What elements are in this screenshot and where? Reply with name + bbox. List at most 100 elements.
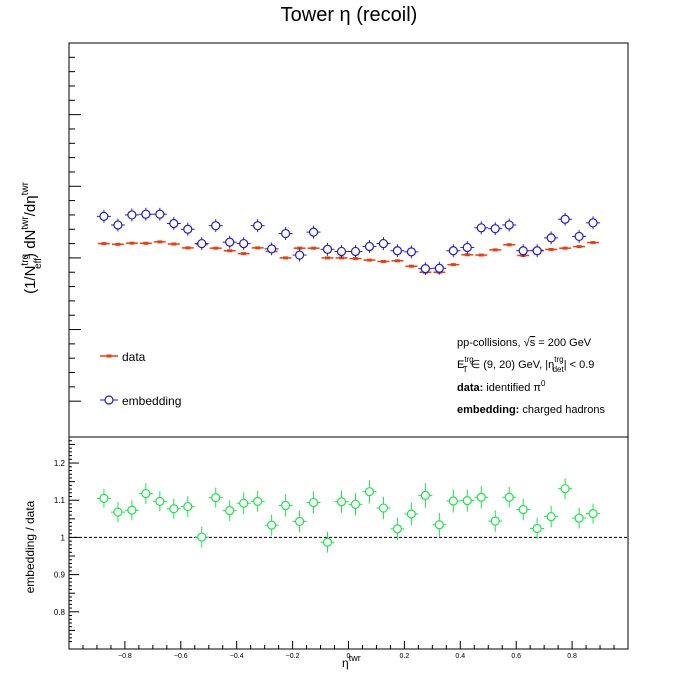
embedding-point: [197, 238, 207, 249]
data-point: [213, 246, 219, 250]
ratio-point: [350, 499, 361, 509]
annotation-trigger-cuts: Etrg T ∈ (9, 20) GeV, |ηtrg det| < 0.9: [457, 355, 594, 374]
top-data-series: [96, 207, 601, 276]
data-point: [506, 243, 512, 247]
embedding-point: [364, 241, 375, 252]
embedding-point: [308, 227, 319, 237]
ratio-panel-frame: [68, 436, 629, 650]
data-point: [366, 258, 372, 262]
data-point: [548, 247, 554, 251]
ratio-point: [294, 516, 305, 527]
ratio-point: [225, 506, 235, 516]
ratio-point: [546, 511, 556, 522]
ratio-point: [378, 503, 389, 513]
ratio-point: [169, 504, 179, 514]
ratio-y-tick-label: 1.1: [54, 496, 66, 505]
embedding-point: [392, 246, 403, 256]
embedding-point: [225, 237, 235, 247]
embedding-point: [350, 246, 361, 257]
ratio-point: [588, 509, 598, 519]
ratio-point: [322, 537, 333, 547]
data-point: [185, 246, 191, 250]
ratio-x-tick-label: −0.8: [118, 653, 132, 660]
data-point: [492, 248, 498, 252]
ratio-point: [434, 520, 444, 530]
ratio-point: [490, 516, 500, 526]
embedding-point: [532, 246, 542, 256]
annotation-block: pp-collisions, √s = 200 GeV Etrg T ∈ (9, …: [457, 337, 605, 416]
ratio-point: [113, 507, 123, 517]
embedding-point: [127, 210, 137, 220]
embedding-point: [281, 228, 291, 239]
data-point: [394, 259, 400, 263]
data-point: [478, 253, 484, 257]
ratio-y-tick-label: 0.9: [54, 571, 66, 580]
data-point: [380, 259, 386, 263]
embedding-point: [518, 246, 528, 256]
embedding-point: [183, 224, 193, 234]
ratio-point: [197, 532, 207, 542]
ratio-point: [448, 496, 458, 506]
data-point: [283, 256, 289, 260]
legend: data embedding: [100, 350, 181, 408]
embedding-point: [462, 242, 472, 253]
ratio-x-tick-label: 0.8: [567, 653, 577, 660]
legend-label-data: data: [122, 350, 146, 364]
embedding-point: [211, 221, 221, 231]
legend-entry-data: data: [100, 350, 146, 364]
embedding-point: [99, 211, 109, 221]
data-point: [171, 242, 177, 246]
ratio-point: [211, 493, 221, 503]
ratio-point: [420, 490, 430, 500]
ratio-point: [336, 497, 347, 507]
ratio-y-tick-label: 1: [61, 533, 66, 542]
ratio-point: [141, 488, 151, 499]
data-point: [464, 253, 470, 257]
data-point: [129, 241, 135, 245]
ratio-point: [574, 513, 584, 523]
embedding-point: [113, 220, 123, 230]
data-point: [311, 246, 317, 250]
data-point: [590, 241, 596, 245]
ratio-x-tick-label: −0.6: [174, 653, 188, 660]
ratio-point: [532, 523, 542, 534]
ratio-point: [518, 504, 528, 515]
embedding-point: [434, 263, 444, 273]
embedding-point: [378, 238, 389, 249]
top-panel-frame: [68, 42, 629, 438]
ratio-point: [504, 492, 514, 502]
ratio-y-tick-label: 0.8: [54, 608, 66, 617]
ratio-point: [364, 487, 375, 497]
top-y-axis-label: (1/Ntrg eff) dNtwr/dηtwr: [20, 181, 44, 294]
data-point: [241, 252, 247, 256]
embedding-point: [239, 238, 249, 249]
data-point: [143, 241, 149, 245]
embedding-point: [420, 264, 430, 274]
data-point: [352, 257, 358, 261]
data-point: [297, 246, 303, 250]
embedding-point: [406, 247, 416, 257]
annotation-collision-energy: pp-collisions, √s = 200 GeV: [457, 337, 592, 349]
ratio-x-tick-label: 0: [347, 653, 351, 660]
ratio-point: [476, 492, 486, 502]
data-point: [115, 242, 121, 246]
embedding-point: [448, 246, 458, 256]
ratio-data-series: [96, 478, 601, 553]
x-axis-label: ηtwr: [342, 653, 361, 670]
embedding-point: [322, 244, 333, 254]
embedding-point: [560, 214, 570, 224]
ratio-y-axis-ticks: 0.8 0.9 1 1.1 1.2: [54, 436, 79, 643]
ratio-point: [127, 505, 137, 515]
ratio-x-tick-label: 0.6: [511, 653, 521, 660]
ratio-y-axis-label: embedding / data: [23, 500, 37, 593]
chart-title: Tower η (recoil): [281, 4, 418, 26]
ratio-x-tick-label: 0.4: [455, 653, 465, 660]
embedding-point: [267, 244, 277, 254]
embedding-point: [253, 221, 263, 231]
data-point: [325, 256, 331, 260]
data-point: [576, 245, 582, 249]
embedding-point: [336, 246, 347, 257]
annotation-data-definition: data: identified π0: [457, 379, 546, 394]
ratio-x-tick-label: −0.4: [230, 653, 244, 660]
